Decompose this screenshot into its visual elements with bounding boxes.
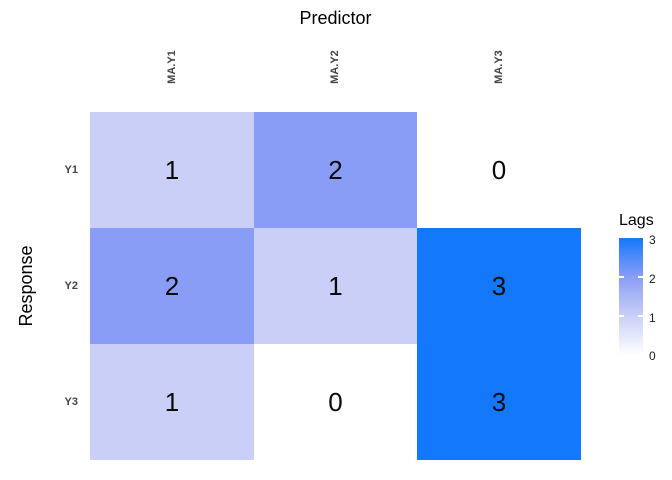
x-axis-title: Predictor (299, 8, 372, 28)
heatmap-cell: 2 (254, 112, 417, 228)
legend-label-1: 1 (649, 311, 656, 325)
heatmap-cell: 1 (254, 228, 417, 344)
legend-title: Lags (619, 212, 654, 229)
heatmap-cell: 3 (417, 344, 581, 460)
heatmap-cell: 0 (254, 344, 417, 460)
legend-gradient-bar (619, 238, 643, 355)
cell-value: 3 (491, 270, 507, 301)
cell-value: 0 (328, 386, 343, 417)
legend-label-2: 2 (649, 272, 656, 286)
legend-label-3: 3 (649, 233, 656, 247)
cell-value: 1 (164, 154, 180, 185)
legend-tick-mark (638, 276, 643, 278)
cell-value: 1 (164, 386, 180, 417)
heatmap-cell: 3 (417, 228, 581, 344)
heatmap-cell: 0 (417, 112, 581, 228)
column-label-ma-y3: MA.Y3 (493, 50, 505, 84)
cell-value: 2 (328, 154, 343, 185)
cell-value: 1 (328, 270, 343, 301)
cell-value: 3 (491, 386, 507, 417)
row-label-y3: Y3 (64, 396, 78, 408)
cell-value: 2 (164, 270, 180, 301)
column-label-ma-y1: MA.Y1 (166, 50, 178, 84)
cell-value: 0 (491, 154, 507, 185)
row-label-y1: Y1 (64, 164, 78, 176)
column-label-ma-y2: MA.Y2 (329, 50, 341, 84)
row-label-y2: Y2 (64, 280, 78, 292)
heatmap-cell: 2 (90, 228, 254, 344)
legend-tick-mark (619, 276, 624, 278)
legend-label-0: 0 (649, 349, 656, 363)
legend-tick-mark (619, 315, 624, 317)
heatmap-cell: 1 (90, 344, 254, 460)
heatmap-cell: 1 (90, 112, 254, 228)
legend-tick-mark (638, 315, 643, 317)
